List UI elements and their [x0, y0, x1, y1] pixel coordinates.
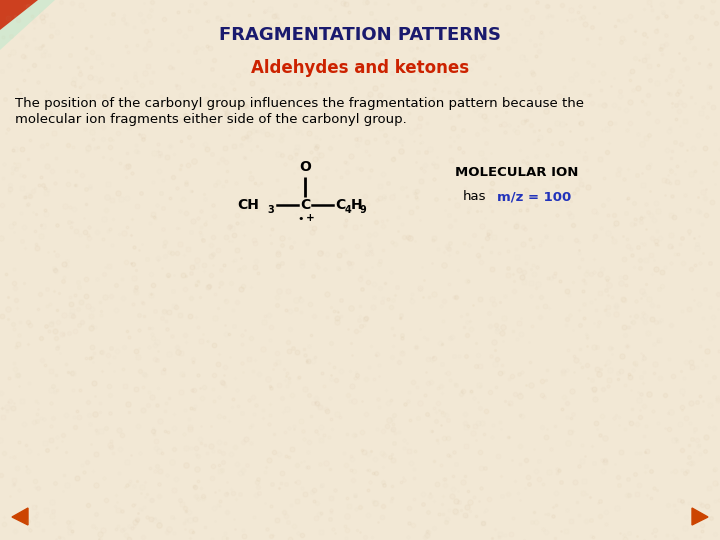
Text: FRAGMENTATION PATTERNS: FRAGMENTATION PATTERNS	[219, 26, 501, 44]
Text: 3: 3	[267, 205, 274, 215]
Polygon shape	[692, 508, 708, 525]
Text: molecular ion fragments either side of the carbonyl group.: molecular ion fragments either side of t…	[15, 113, 407, 126]
Text: CH: CH	[237, 198, 259, 212]
Polygon shape	[0, 0, 38, 30]
Text: Aldehydes and ketones: Aldehydes and ketones	[251, 59, 469, 77]
Text: C: C	[335, 198, 346, 212]
Text: The position of the carbonyl group influences the fragmentation pattern because : The position of the carbonyl group influ…	[15, 97, 584, 110]
Text: +: +	[305, 213, 315, 223]
Text: C: C	[300, 198, 310, 212]
Polygon shape	[0, 0, 55, 50]
Polygon shape	[12, 508, 28, 525]
Text: MOLECULAR ION: MOLECULAR ION	[455, 166, 578, 179]
Text: H: H	[351, 198, 363, 212]
Text: m/z = 100: m/z = 100	[497, 191, 571, 204]
Text: •: •	[298, 214, 305, 224]
Text: O: O	[299, 160, 311, 174]
Text: 9: 9	[360, 205, 366, 215]
Text: 4: 4	[345, 205, 352, 215]
Text: has: has	[463, 191, 487, 204]
